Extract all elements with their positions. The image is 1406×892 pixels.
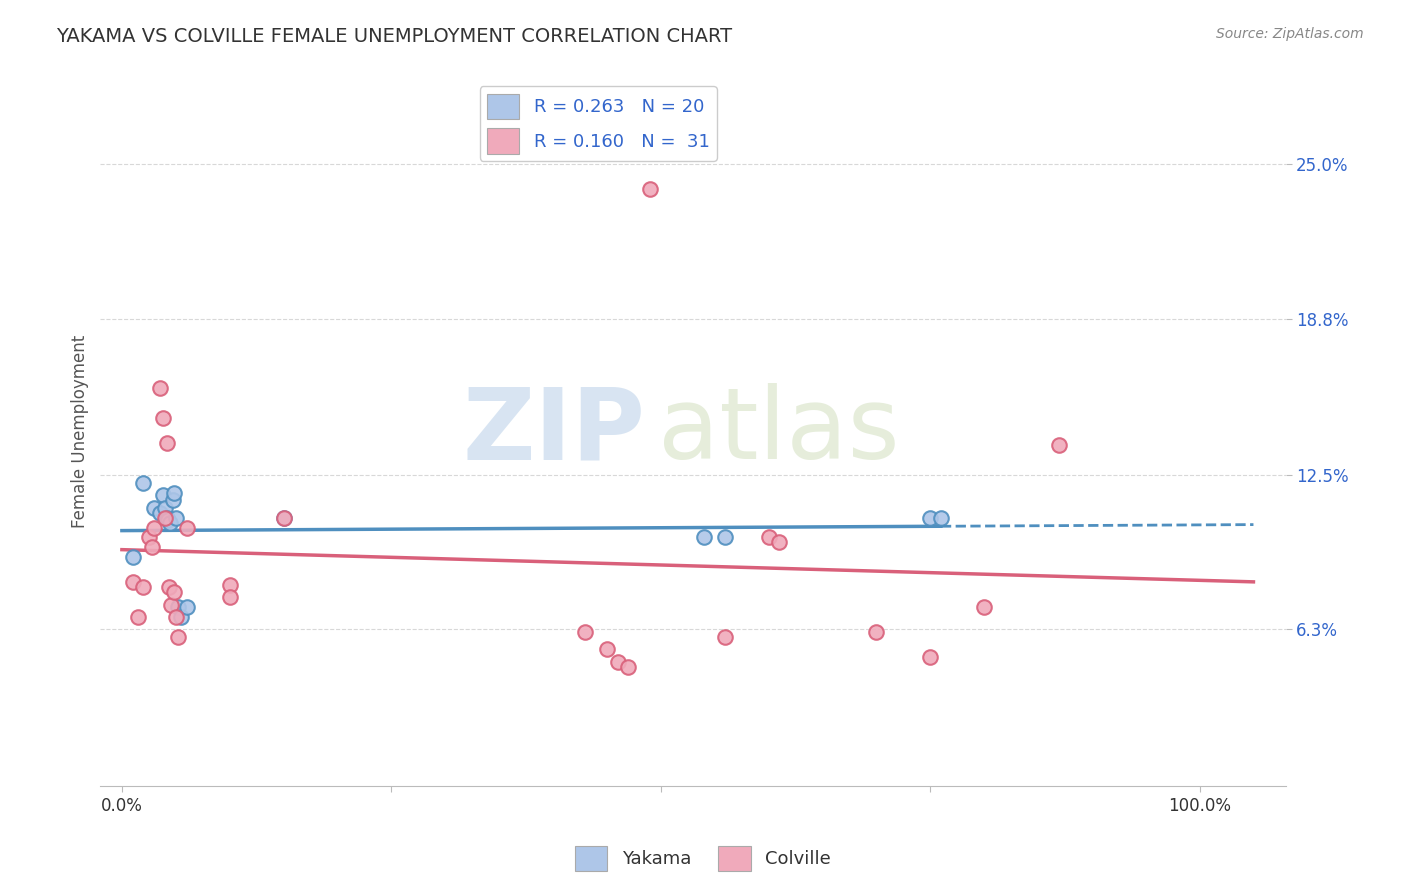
- Point: [153, 500, 176, 515]
- Text: atlas: atlas: [658, 384, 898, 480]
- Y-axis label: Female Unemployment: Female Unemployment: [72, 335, 89, 528]
- Point: [167, 630, 190, 644]
- Point: [176, 520, 198, 534]
- Point: [160, 598, 183, 612]
- Point: [121, 575, 143, 590]
- Point: [132, 580, 155, 594]
- Point: [127, 610, 149, 624]
- Point: [162, 493, 184, 508]
- Point: [143, 500, 166, 515]
- Point: [152, 411, 174, 425]
- Point: [157, 580, 180, 594]
- Point: [693, 531, 716, 545]
- Point: [132, 475, 155, 490]
- Point: [156, 436, 179, 450]
- Point: [218, 578, 240, 592]
- Text: YAKAMA VS COLVILLE FEMALE UNEMPLOYMENT CORRELATION CHART: YAKAMA VS COLVILLE FEMALE UNEMPLOYMENT C…: [56, 27, 733, 45]
- Text: ZIP: ZIP: [463, 384, 645, 480]
- Point: [920, 649, 942, 664]
- Point: [273, 510, 295, 524]
- Point: [143, 520, 166, 534]
- Point: [714, 531, 737, 545]
- Point: [121, 550, 143, 565]
- Text: Source: ZipAtlas.com: Source: ZipAtlas.com: [1216, 27, 1364, 41]
- Point: [157, 513, 180, 527]
- Point: [714, 630, 737, 644]
- Point: [758, 531, 780, 545]
- Point: [162, 485, 184, 500]
- Point: [865, 624, 887, 639]
- Point: [165, 510, 187, 524]
- Point: [156, 510, 179, 524]
- Point: [149, 381, 172, 395]
- Point: [218, 590, 240, 604]
- Point: [606, 655, 628, 669]
- Point: [596, 642, 619, 657]
- Point: [920, 510, 942, 524]
- Point: [141, 541, 163, 555]
- Point: [152, 488, 174, 502]
- Point: [153, 510, 176, 524]
- Point: [617, 660, 640, 674]
- Point: [149, 506, 172, 520]
- Point: [973, 600, 995, 615]
- Point: [768, 535, 790, 549]
- Point: [159, 516, 181, 530]
- Point: [638, 182, 661, 196]
- Point: [574, 624, 596, 639]
- Point: [165, 610, 187, 624]
- Legend: Yakama, Colville: Yakama, Colville: [568, 838, 838, 879]
- Point: [176, 600, 198, 615]
- Point: [929, 510, 952, 524]
- Legend: R = 0.263   N = 20, R = 0.160   N =  31: R = 0.263 N = 20, R = 0.160 N = 31: [479, 87, 717, 161]
- Point: [170, 610, 193, 624]
- Point: [138, 531, 160, 545]
- Point: [273, 510, 295, 524]
- Point: [1049, 438, 1071, 452]
- Point: [162, 585, 184, 599]
- Point: [167, 600, 190, 615]
